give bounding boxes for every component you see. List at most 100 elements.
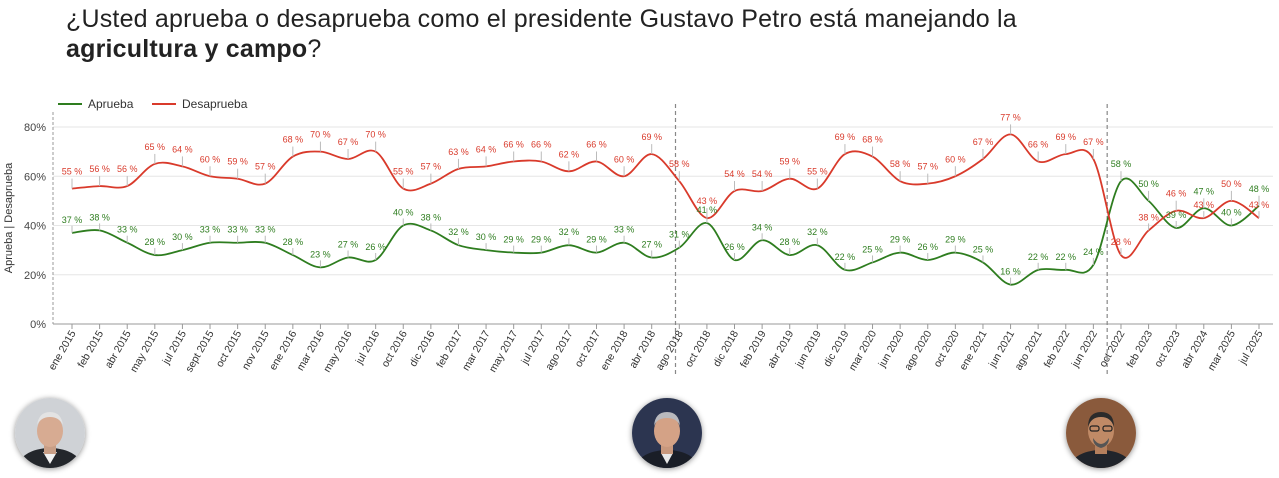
series-lines [71, 133, 1260, 286]
x-tick-label: ago 2021 [1012, 328, 1044, 372]
x-tick-label: mar 2025 [1205, 328, 1238, 373]
aprueba-data-label: 37 % [62, 215, 83, 225]
aprueba-data-label: 28 % [145, 237, 166, 247]
aprueba-data-label: 24 % [1083, 247, 1104, 257]
desaprueba-data-label: 60 % [945, 154, 966, 164]
aprueba-data-label: 38 % [421, 212, 442, 222]
x-tick-label: jun 2022 [1069, 328, 1100, 370]
desaprueba-line [71, 133, 1260, 259]
desaprueba-data-label: 70 % [310, 130, 331, 140]
desaprueba-data-label: 56 % [117, 164, 138, 174]
desaprueba-data-label: 66 % [503, 139, 524, 149]
axes: 0% 20% 40% 60% 80% Aprueba | Desaprueba [3, 112, 1273, 331]
x-tick-label: oct 2022 [1097, 328, 1128, 369]
aprueba-data-label: 25 % [973, 244, 994, 254]
aprueba-data-label: 27 % [338, 240, 359, 250]
period-dividers [674, 104, 1108, 374]
x-tick-label: dic 2018 [711, 328, 741, 369]
x-tick-label: ago 2018 [654, 328, 686, 372]
aprueba-data-label: 30 % [172, 232, 193, 242]
aprueba-data-label: 33 % [200, 225, 221, 235]
desaprueba-data-label: 54 % [724, 169, 745, 179]
x-tick-label: abr 2015 [103, 328, 134, 370]
aprueba-data-label: 33 % [614, 225, 635, 235]
desaprueba-data-label: 43 % [1194, 200, 1215, 210]
y-tick-label: 60% [24, 171, 46, 183]
aprueba-data-label: 28 % [779, 237, 800, 247]
aprueba-data-label: 22 % [1028, 252, 1049, 262]
aprueba-data-label: 29 % [586, 235, 607, 245]
title-bold: agricultura y campo [66, 35, 308, 63]
desaprueba-data-label: 66 % [1028, 139, 1049, 149]
desaprueba-data-label: 67 % [973, 137, 994, 147]
legend-aprueba-label: Aprueba [88, 97, 134, 111]
x-tick-label: jun 2021 [986, 328, 1017, 370]
x-tick-label: jun 2019 [793, 328, 824, 370]
aprueba-data-label: 34 % [752, 222, 773, 232]
desaprueba-data-label: 57 % [917, 162, 938, 172]
aprueba-data-label: 31 % [669, 230, 690, 240]
y-tick-label: 40% [24, 221, 46, 233]
aprueba-data-label: 40 % [1221, 208, 1242, 218]
aprueba-data-label: 47 % [1194, 186, 1215, 196]
x-tick-label: oct 2016 [379, 328, 410, 369]
desaprueba-data-label: 66 % [531, 139, 552, 149]
aprueba-data-label: 22 % [835, 252, 856, 262]
x-tick-label: feb 2017 [434, 328, 465, 370]
desaprueba-data-label: 77 % [1000, 112, 1021, 122]
aprueba-data-label: 29 % [503, 235, 524, 245]
aprueba-data-label: 23 % [310, 249, 331, 259]
desaprueba-data-label: 43 % [1249, 200, 1270, 210]
x-tick-label: jul 2025 [1236, 328, 1265, 367]
desaprueba-data-label: 66 % [586, 139, 607, 149]
x-tick-label: ago 2017 [543, 328, 575, 372]
x-tick-label: feb 2023 [1124, 328, 1155, 370]
president-santos-portrait [15, 398, 85, 468]
aprueba-data-label: 50 % [1138, 179, 1159, 189]
x-tick-label: feb 2022 [1042, 328, 1073, 370]
desaprueba-data-label: 63 % [448, 147, 469, 157]
desaprueba-data-label: 69 % [1056, 132, 1077, 142]
aprueba-data-label: 38 % [89, 212, 110, 222]
aprueba-data-label: 32 % [448, 227, 469, 237]
data-labels: 37 % 38 % 33 % 28 % 30 % 33 % 33 % 33 % 28 % 23 %… [62, 112, 1270, 285]
desaprueba-data-label: 67 % [1083, 137, 1104, 147]
aprueba-data-label: 33 % [227, 225, 248, 235]
desaprueba-data-label: 70 % [365, 130, 386, 140]
x-tick-label: jul 2016 [353, 328, 382, 367]
desaprueba-data-label: 64 % [172, 144, 193, 154]
x-tick-label: oct 2023 [1152, 328, 1183, 369]
aprueba-data-label: 22 % [1056, 252, 1077, 262]
aprueba-data-label: 27 % [641, 240, 662, 250]
aprueba-data-label: 16 % [1000, 267, 1021, 277]
aprueba-data-label: 26 % [917, 242, 938, 252]
x-tick-label: dic 2019 [821, 328, 851, 369]
title-suffix: ? [307, 35, 322, 63]
aprueba-data-label: 29 % [945, 235, 966, 245]
desaprueba-data-label: 68 % [283, 135, 304, 145]
desaprueba-data-label: 59 % [227, 157, 248, 167]
aprueba-data-label: 33 % [255, 225, 276, 235]
desaprueba-data-label: 69 % [835, 132, 856, 142]
x-tick-label: oct 2015 [214, 328, 245, 369]
x-tick-label: oct 2020 [931, 328, 962, 369]
desaprueba-data-label: 64 % [476, 144, 497, 154]
title-prefix: ¿Usted aprueba o desaprueba como el pres… [66, 5, 1017, 33]
x-tick-label: mar 2020 [847, 328, 880, 373]
aprueba-data-label: 40 % [393, 208, 414, 218]
desaprueba-data-label: 58 % [890, 159, 911, 169]
desaprueba-data-label: 68 % [862, 135, 883, 145]
president-duque-portrait [632, 398, 702, 468]
x-tick-label: jul 2017 [519, 328, 548, 367]
x-tick-label: oct 2018 [683, 328, 714, 369]
y-tick-label: 0% [30, 319, 46, 331]
x-tick-label: ene 2015 [46, 328, 78, 372]
x-tick-label: ago 2020 [902, 328, 934, 372]
desaprueba-data-label: 55 % [62, 167, 83, 177]
desaprueba-data-label: 54 % [752, 169, 773, 179]
desaprueba-data-label: 43 % [697, 196, 718, 206]
aprueba-data-label: 26 % [724, 242, 745, 252]
aprueba-data-label: 32 % [807, 227, 828, 237]
